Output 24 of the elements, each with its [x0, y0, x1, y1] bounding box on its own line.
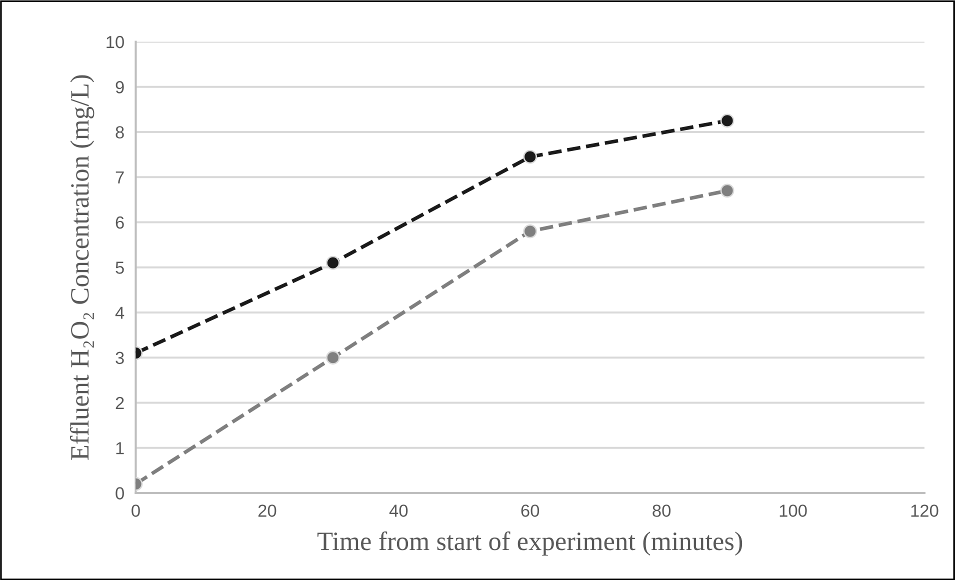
y-tick-label: 5 — [116, 262, 124, 274]
y-tick-label: 10 — [106, 36, 124, 48]
x-tick-label: 60 — [521, 504, 540, 517]
x-tick-label: 20 — [258, 504, 276, 517]
y-tick-label: 4 — [115, 306, 124, 319]
x-tick-label: 120 — [911, 504, 938, 517]
y-axis-title: Effluent H₂O₂ Concentration (mg/L) — [70, 75, 94, 460]
y-tick-label: 2 — [116, 396, 124, 410]
y-tick-label: 9 — [116, 81, 124, 94]
y-tick-label: 0 — [116, 487, 124, 500]
x-tick-label: 80 — [652, 504, 671, 517]
y-tick-label: 8 — [116, 126, 124, 138]
point — [523, 224, 538, 238]
y-tick-label: 1 — [116, 442, 124, 454]
x-axis-title: Time from start of experiment (minutes) — [317, 531, 742, 556]
point — [523, 150, 538, 164]
x-tick-label: 40 — [389, 504, 408, 517]
y-tick-label: 6 — [116, 216, 124, 229]
y-tick-label: 3 — [116, 352, 124, 364]
point — [720, 184, 734, 198]
y-tick-label: 7 — [116, 171, 124, 184]
x-tick-label: 100 — [780, 504, 807, 517]
x-tick-label: 0 — [132, 504, 140, 517]
point — [720, 114, 734, 128]
